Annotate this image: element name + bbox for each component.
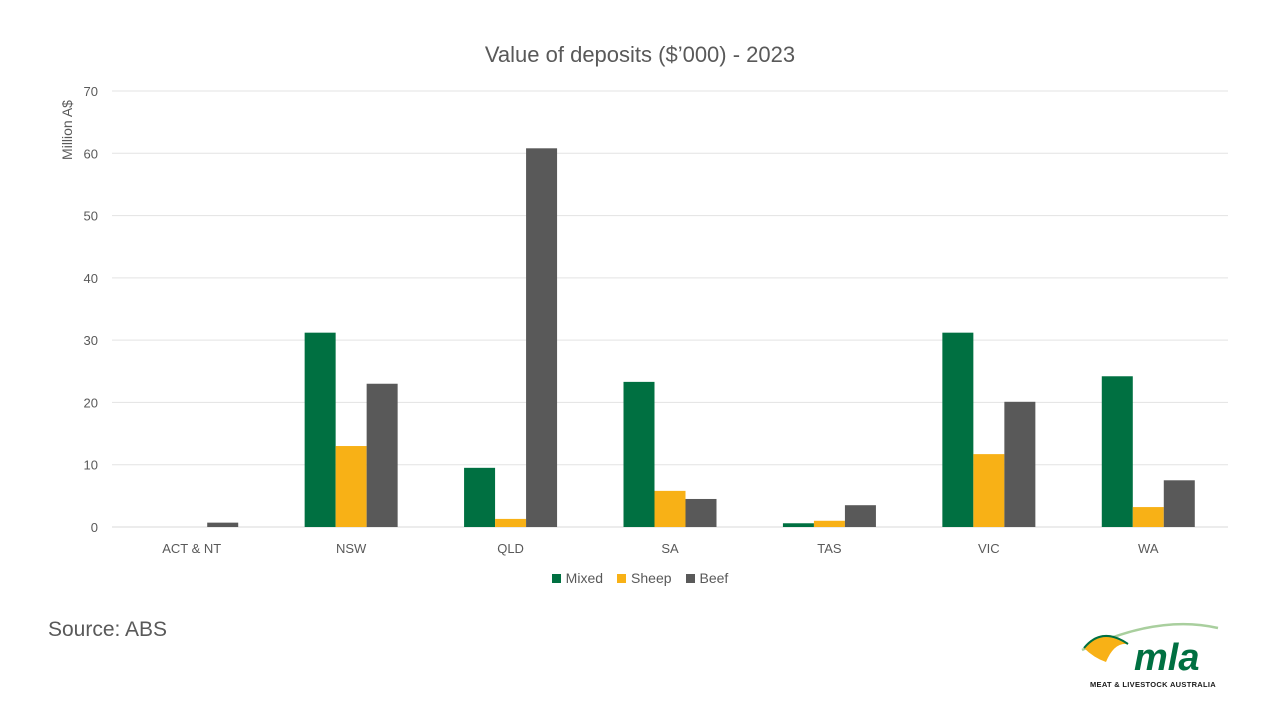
- x-tick-label: TAS: [817, 541, 842, 556]
- bar-sheep-qld: [495, 518, 527, 527]
- y-tick-label: 60: [84, 146, 98, 161]
- source-note: Source: ABS: [48, 618, 168, 641]
- legend-item-beef: Beef: [685, 570, 729, 586]
- y-tick-label: 20: [84, 395, 98, 410]
- bar-sheep-wa: [1132, 507, 1164, 527]
- chart-title: Value of deposits ($’000) - 2023: [484, 42, 796, 67]
- y-axis-ticks: 0 10 20 30 40 50 60 70: [84, 84, 98, 535]
- x-tick-label: SA: [661, 541, 679, 556]
- legend-label: Mixed: [565, 570, 604, 586]
- y-tick-label: 50: [84, 209, 98, 224]
- bar-beef-wa: [1163, 480, 1195, 527]
- legend-item-sheep: Sheep: [617, 570, 672, 586]
- bar-mixed-vic: [942, 332, 974, 527]
- x-axis-ticks: ACT & NT NSW QLD SA TAS VIC WA: [162, 541, 1159, 556]
- y-tick-label: 10: [84, 458, 98, 473]
- logo-wordmark: mla: [1134, 637, 1199, 679]
- x-tick-label: NSW: [336, 541, 367, 556]
- bar-mixed-qld: [464, 467, 496, 527]
- y-axis-title: Million A$: [59, 100, 75, 160]
- bar-sheep-vic: [973, 454, 1005, 527]
- legend-swatch: [685, 573, 695, 583]
- bar-beef-sa: [685, 498, 717, 527]
- y-tick-label: 40: [84, 271, 98, 286]
- x-tick-label: ACT & NT: [162, 541, 221, 556]
- y-tick-label: 30: [84, 333, 98, 348]
- gridlines: [112, 90, 1228, 528]
- bar-sheep-sa: [654, 490, 686, 527]
- bar-sheep-tas: [813, 520, 845, 527]
- y-tick-label: 70: [84, 84, 98, 99]
- legend-swatch: [617, 573, 627, 583]
- bar-beef-nsw: [366, 383, 398, 527]
- bar-beef-act-nt: [207, 522, 239, 527]
- bar-beef-tas: [844, 505, 876, 527]
- y-tick-label: 0: [91, 520, 98, 535]
- bar-beef-vic: [1004, 401, 1036, 527]
- legend-label: Beef: [699, 570, 729, 586]
- logo-sun: [1084, 635, 1128, 662]
- bar-mixed-tas: [782, 523, 814, 527]
- mla-logo: mla: [1081, 622, 1219, 679]
- bar-beef-qld: [526, 148, 558, 527]
- logo-caption: MEAT & LIVESTOCK AUSTRALIA: [1090, 680, 1216, 689]
- bar-mixed-sa: [623, 381, 655, 527]
- bar-mixed-wa: [1101, 376, 1133, 527]
- x-tick-label: VIC: [978, 541, 1000, 556]
- bars: [207, 148, 1195, 527]
- x-tick-label: QLD: [497, 541, 524, 556]
- logo-sun-outline: [1083, 635, 1129, 649]
- x-tick-label: WA: [1138, 541, 1159, 556]
- bar-mixed-nsw: [304, 332, 336, 527]
- legend-label: Sheep: [631, 570, 672, 586]
- legend: Mixed Sheep Beef: [0, 570, 1280, 586]
- legend-swatch: [551, 573, 561, 583]
- bar-sheep-nsw: [335, 446, 367, 527]
- legend-item-mixed: Mixed: [551, 570, 604, 586]
